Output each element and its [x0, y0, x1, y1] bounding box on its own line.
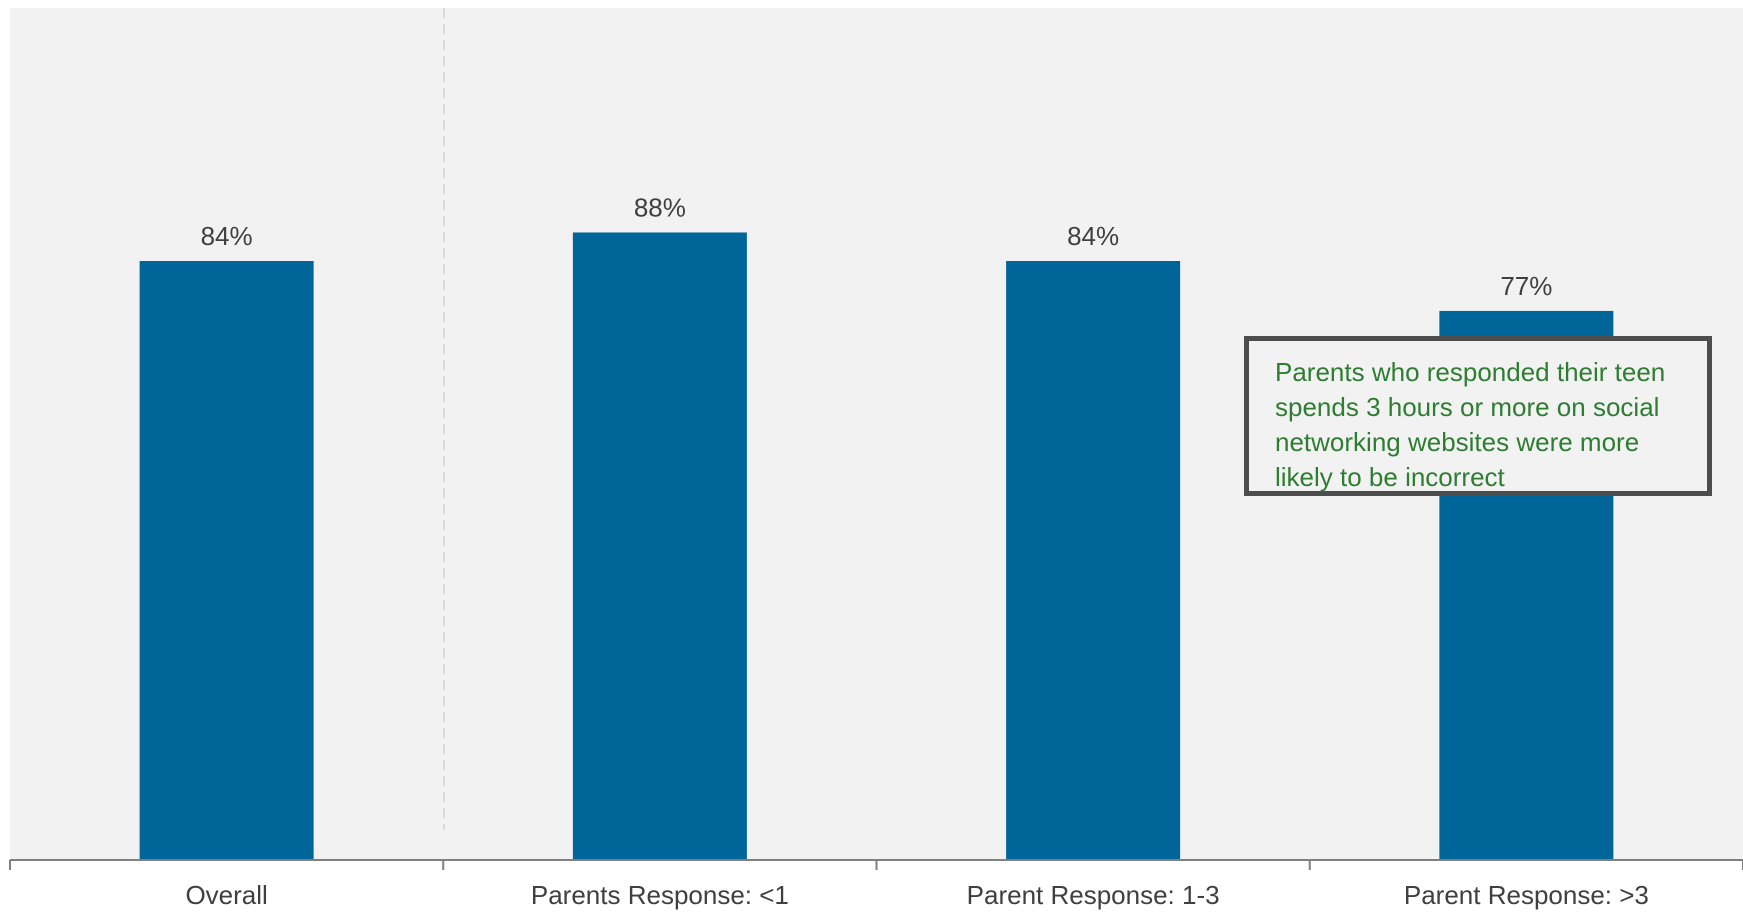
bar-value-label-4: 77%: [1500, 271, 1552, 301]
bar-value-label-1: 84%: [201, 221, 253, 251]
annotation-text: Parents who responded their teen spends …: [1275, 357, 1666, 492]
category-label-1: Overall: [185, 880, 267, 910]
bar-value-label-2: 88%: [634, 192, 686, 222]
bar-3: [1006, 261, 1181, 860]
bar-value-label-3: 84%: [1067, 221, 1119, 251]
annotation-box: Parents who responded their teen spends …: [1244, 336, 1712, 496]
category-label-4: Parent Response: >3: [1404, 880, 1649, 910]
category-label-2: Parents Response: <1: [531, 880, 789, 910]
category-label-3: Parent Response: 1-3: [967, 880, 1220, 910]
bar-2: [572, 232, 747, 860]
bar-1: [139, 261, 314, 860]
